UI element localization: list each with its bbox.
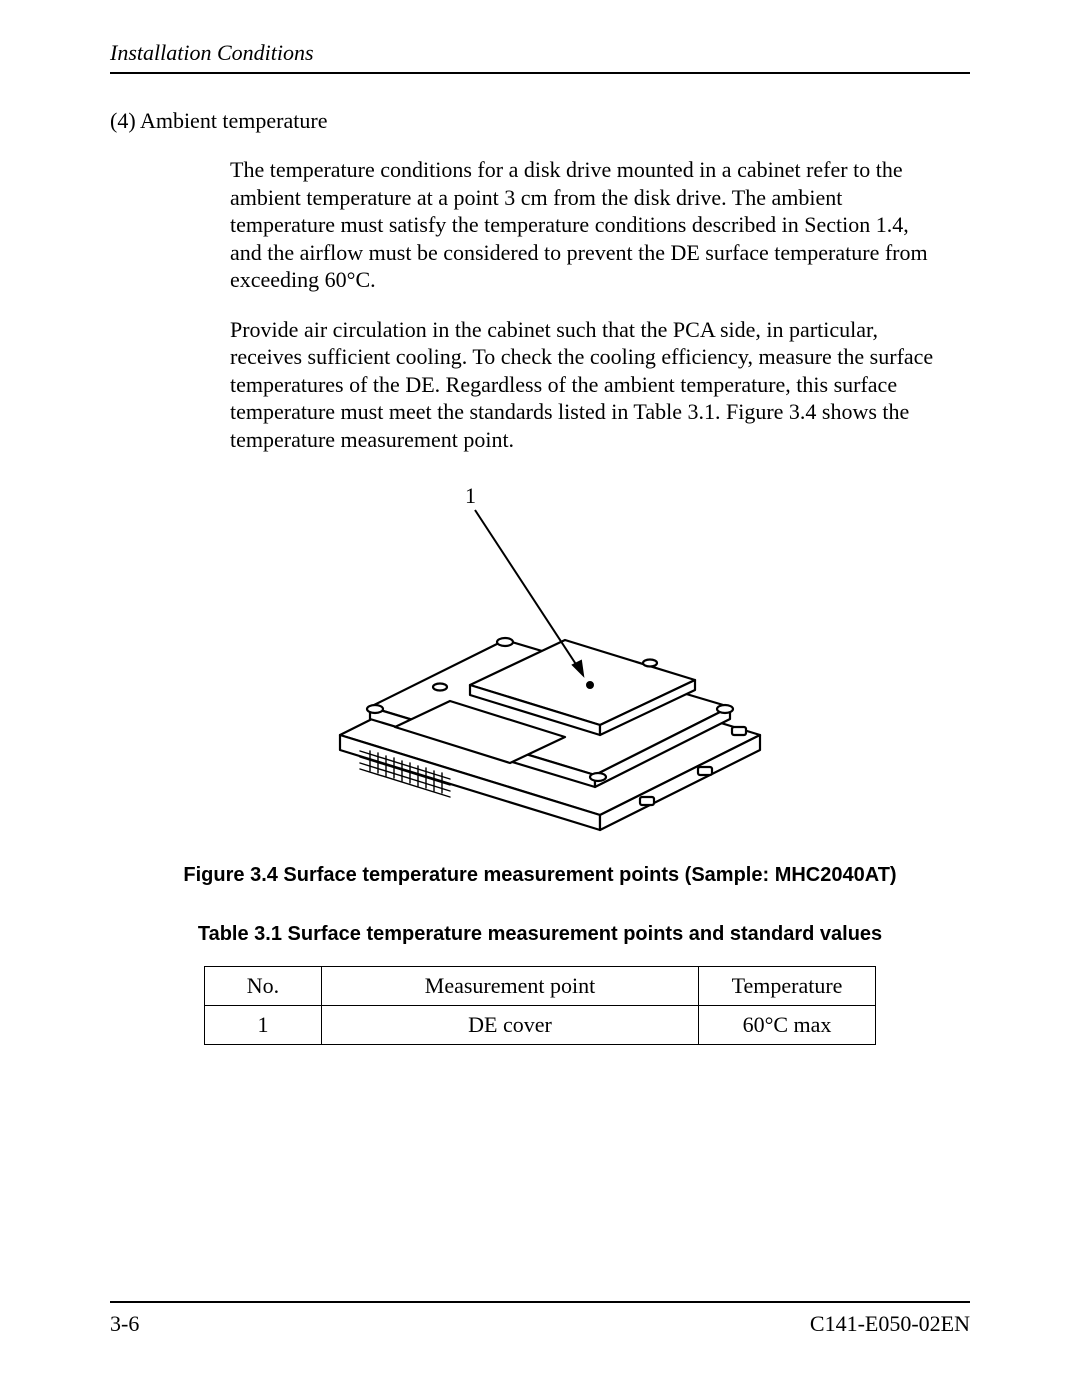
- section-heading: (4) Ambient temperature: [110, 108, 970, 134]
- measurement-table: No. Measurement point Temperature 1 DE c…: [204, 966, 876, 1045]
- table-caption: Table 3.1 Surface temperature measuremen…: [110, 923, 970, 946]
- figure-caption: Figure 3.4 Surface temperature measureme…: [110, 864, 970, 887]
- page-footer: 3-6 C141-E050-02EN: [110, 1301, 970, 1337]
- footer-doc-id: C141-E050-02EN: [810, 1311, 970, 1337]
- col-temp: Temperature: [699, 967, 876, 1006]
- cell-point: DE cover: [322, 1006, 699, 1045]
- page: Installation Conditions (4) Ambient temp…: [0, 0, 1080, 1397]
- figure-container: 1: [110, 475, 970, 840]
- table-header-row: No. Measurement point Temperature: [205, 967, 876, 1006]
- drive-diagram: 1: [300, 475, 780, 835]
- page-header: Installation Conditions: [110, 40, 970, 74]
- col-point: Measurement point: [322, 967, 699, 1006]
- footer-page-num: 3-6: [110, 1311, 139, 1337]
- cell-temp: 60°C max: [699, 1006, 876, 1045]
- cell-no: 1: [205, 1006, 322, 1045]
- table-row: 1 DE cover 60°C max: [205, 1006, 876, 1045]
- paragraph-2: Provide air circulation in the cabinet s…: [230, 316, 940, 454]
- body-text: The temperature conditions for a disk dr…: [230, 156, 940, 453]
- figure-callout-label: 1: [465, 483, 476, 508]
- col-no: No.: [205, 967, 322, 1006]
- paragraph-1: The temperature conditions for a disk dr…: [230, 156, 940, 294]
- header-title: Installation Conditions: [110, 40, 314, 65]
